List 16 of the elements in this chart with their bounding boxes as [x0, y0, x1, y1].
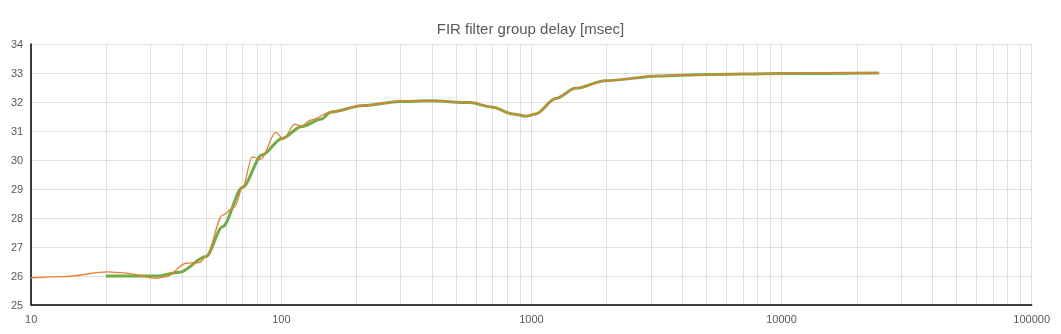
- chart-title: FIR filter group delay [msec]: [436, 20, 625, 37]
- x-tick-label: 100: [272, 312, 291, 325]
- y-tick-label: 32: [10, 96, 24, 108]
- x-tick-label: 1000: [519, 312, 544, 325]
- y-tick-label: 29: [10, 183, 24, 195]
- y-tick-label: 31: [10, 125, 24, 137]
- x-tick-label: 10000: [766, 312, 797, 325]
- y-tick-label: 28: [10, 212, 24, 224]
- y-tick-label: 27: [10, 241, 24, 253]
- y-tick-label: 33: [10, 67, 24, 79]
- y-tick-label: 26: [10, 270, 24, 282]
- x-tick-label: 100000: [1013, 312, 1051, 325]
- x-tick-label: 10: [25, 312, 38, 325]
- y-tick-label: 30: [10, 154, 24, 166]
- y-tick-label: 25: [10, 299, 24, 311]
- y-tick-label: 34: [10, 38, 24, 50]
